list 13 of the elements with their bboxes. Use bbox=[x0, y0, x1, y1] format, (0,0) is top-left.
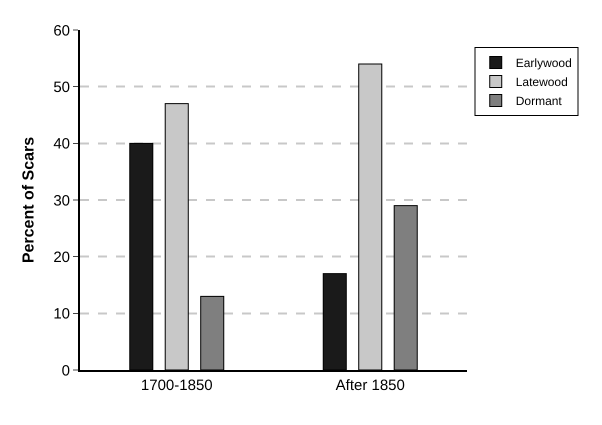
x-tick-label: After 1850 bbox=[336, 377, 405, 394]
y-tick-label: 20 bbox=[53, 248, 70, 266]
y-tick-label: 10 bbox=[53, 306, 70, 323]
legend-label: Earlywood bbox=[516, 56, 572, 70]
y-tick-label: 60 bbox=[53, 22, 70, 40]
y-tick-label: 40 bbox=[53, 136, 70, 153]
legend-label: Dormant bbox=[516, 94, 562, 108]
legend-label: Latewood bbox=[516, 75, 568, 90]
x-tick-label: 1700-1850 bbox=[140, 377, 213, 394]
y-tick-label: 50 bbox=[53, 78, 70, 96]
y-axis-title: Percent of Scars bbox=[20, 136, 38, 264]
y-tick-label: 30 bbox=[53, 192, 70, 210]
y-tick-label: 0 bbox=[62, 362, 70, 380]
